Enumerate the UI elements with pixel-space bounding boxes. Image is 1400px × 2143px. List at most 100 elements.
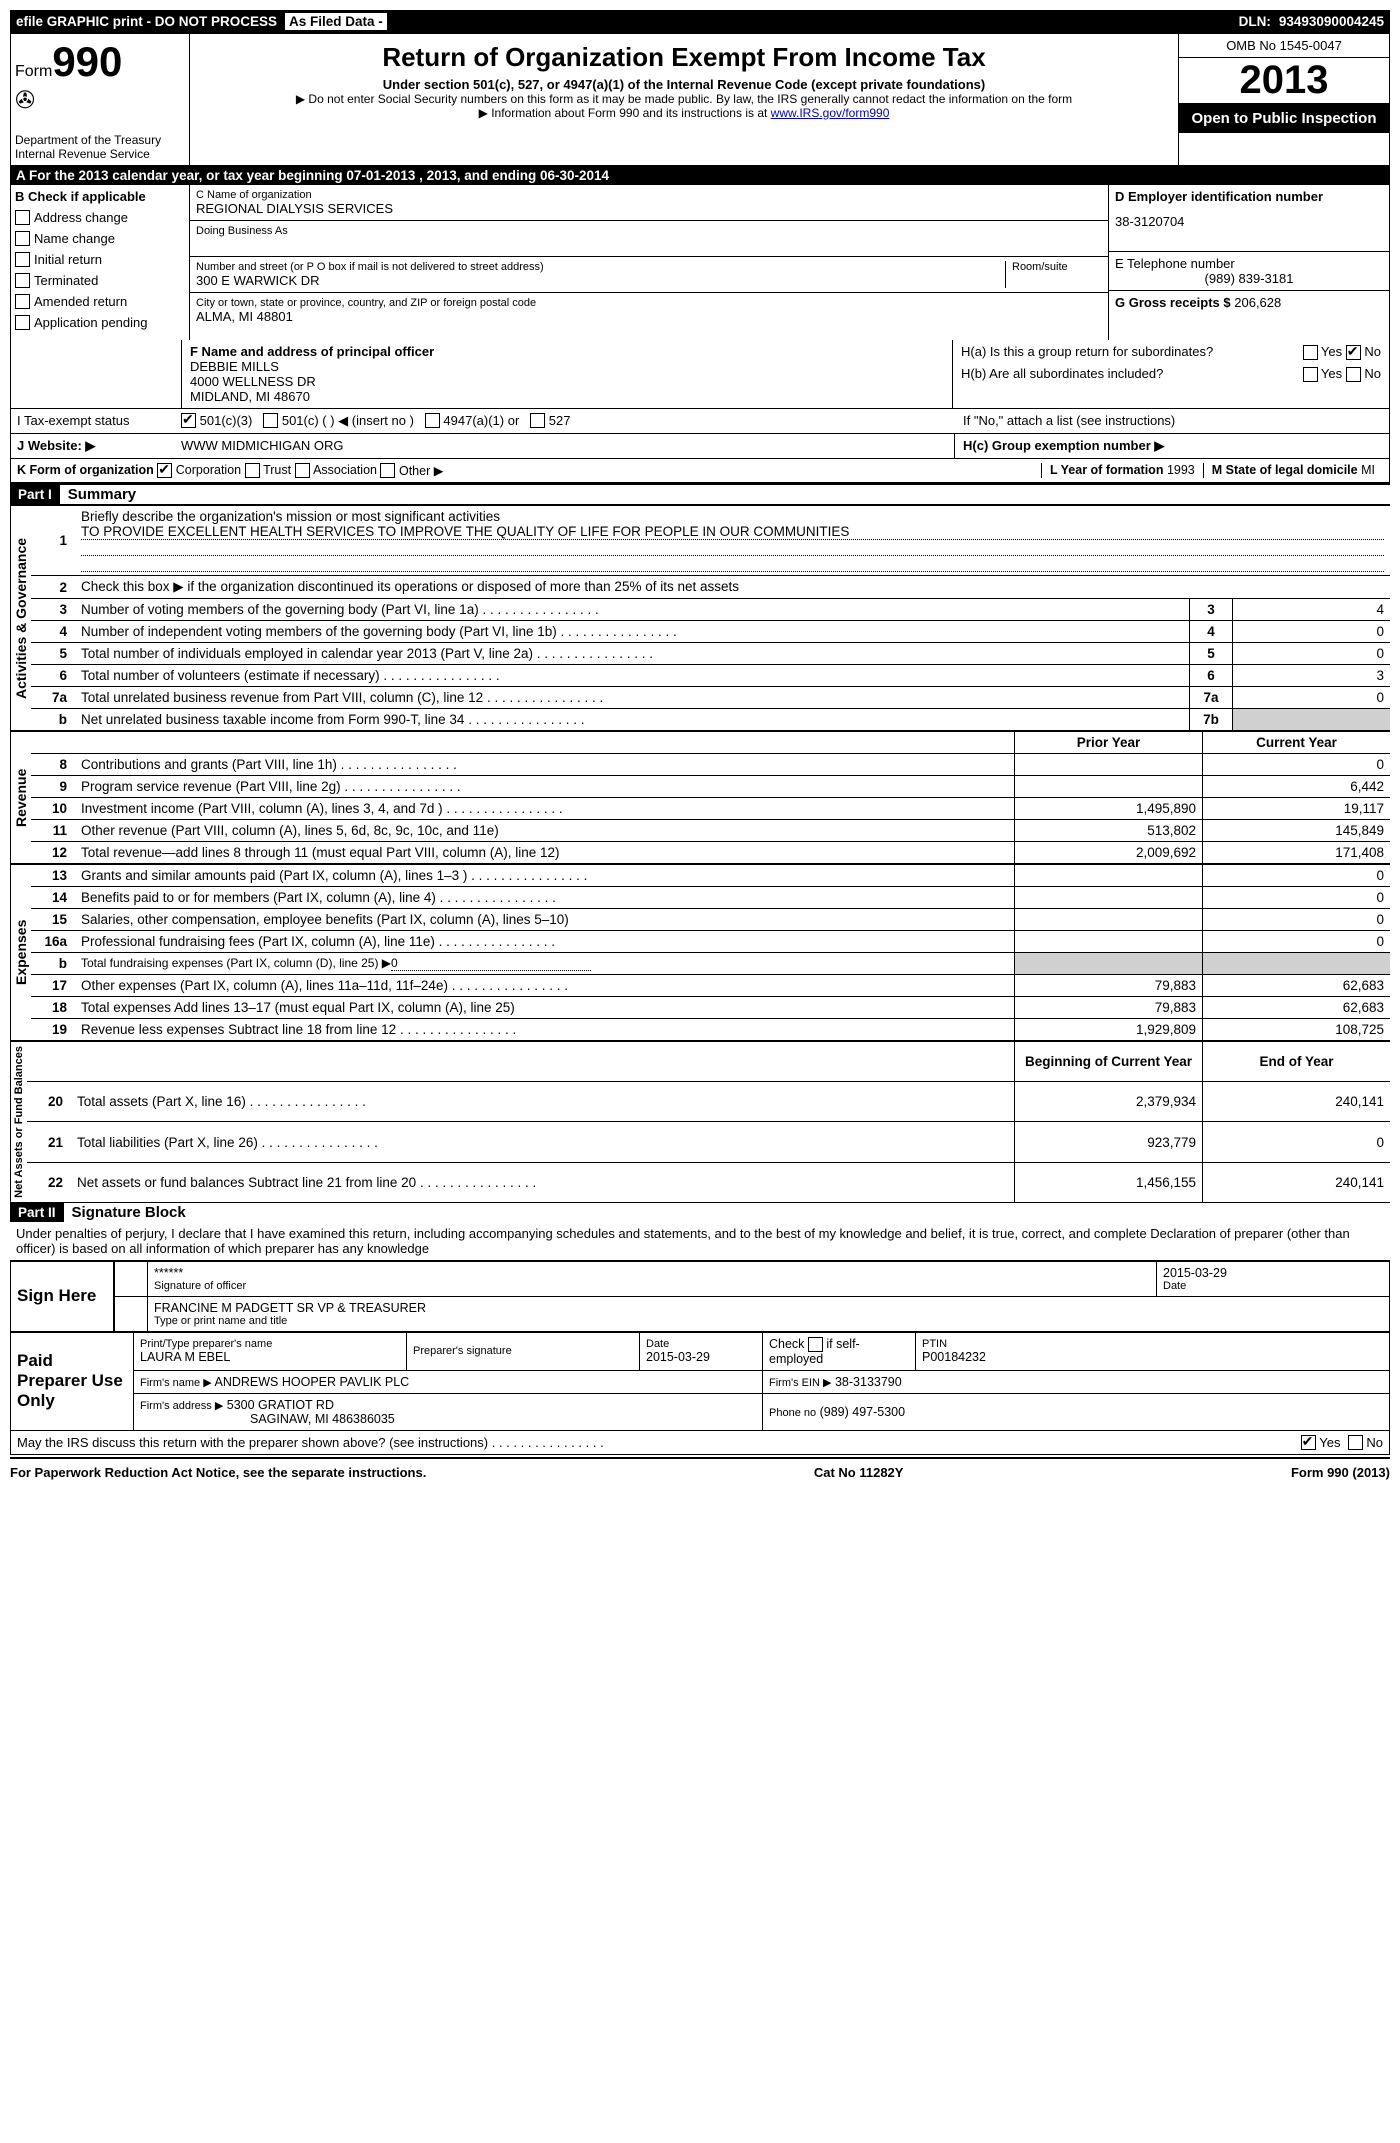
- prep-date: 2015-03-29: [646, 1350, 756, 1364]
- k-corp[interactable]: [157, 463, 172, 478]
- tax-status-label: I Tax-exempt status: [17, 413, 181, 429]
- l17: Other expenses (Part IX, column (A), lin…: [75, 975, 1015, 997]
- v3: 4: [1233, 599, 1391, 621]
- begin-year-header: Beginning of Current Year: [1015, 1042, 1203, 1081]
- ptin: P00184232: [922, 1350, 1383, 1364]
- l13: Grants and similar amounts paid (Part IX…: [75, 865, 1015, 887]
- check-address-change[interactable]: [15, 210, 30, 225]
- firm-name: ANDREWS HOOPER PAVLIK PLC: [214, 1375, 409, 1389]
- preparer-name: LAURA M EBEL: [140, 1350, 400, 1364]
- h-b2-text: If "No," attach a list (see instructions…: [963, 413, 1383, 429]
- section-d-e-g: D Employer identification number 38-3120…: [1108, 185, 1389, 340]
- addr-label: Number and street (or P O box if mail is…: [196, 261, 1005, 273]
- officer-addr1: 4000 WELLNESS DR: [190, 374, 944, 389]
- v7a: 0: [1233, 687, 1391, 709]
- section-b: B Check if applicable Address change Nam…: [11, 185, 190, 340]
- public-inspection: Open to Public Inspection: [1179, 104, 1389, 133]
- l11: Other revenue (Part VIII, column (A), li…: [75, 820, 1015, 842]
- firm-phone: (989) 497-5300: [820, 1405, 905, 1419]
- city-val: ALMA, MI 48801: [196, 309, 1102, 324]
- omb-no: OMB No 1545-0047: [1179, 34, 1389, 58]
- check-application-pending[interactable]: [15, 315, 30, 330]
- dln-value: 93493090004245: [1279, 14, 1384, 29]
- note1: ▶ Do not enter Social Security numbers o…: [200, 92, 1168, 106]
- check-terminated[interactable]: [15, 273, 30, 288]
- l18: Total expenses Add lines 13–17 (must equ…: [75, 997, 1015, 1019]
- l12: Total revenue—add lines 8 through 11 (mu…: [75, 842, 1015, 864]
- sig-date: 2015-03-29: [1163, 1266, 1383, 1280]
- k-trust[interactable]: [245, 463, 260, 478]
- dept-line: Department of the Treasury: [15, 133, 185, 147]
- note2: ▶ Information about Form 990 and its ins…: [479, 106, 771, 120]
- row-a: A For the 2013 calendar year, or tax yea…: [10, 166, 1390, 185]
- street-addr: 300 E WARWICK DR: [196, 273, 1005, 288]
- phone-label: E Telephone number: [1115, 256, 1383, 271]
- k-other[interactable]: [380, 463, 395, 478]
- prior-year-header: Prior Year: [1015, 732, 1203, 754]
- dba-label: Doing Business As: [196, 225, 1102, 237]
- paid-preparer-label: Paid Preparer Use Only: [11, 1332, 134, 1430]
- h-a-no[interactable]: [1346, 345, 1361, 360]
- form-title: Return of Organization Exempt From Incom…: [200, 42, 1168, 73]
- l1-label: Briefly describe the organization's miss…: [81, 509, 1384, 524]
- h-c-label: H(c) Group exemption number ▶: [963, 438, 1164, 453]
- l14: Benefits paid to or for members (Part IX…: [75, 887, 1015, 909]
- irs-link[interactable]: www.IRS.gov/form990: [771, 106, 890, 120]
- v6: 3: [1233, 665, 1391, 687]
- check-amended-return[interactable]: [15, 294, 30, 309]
- form-number: 990: [52, 38, 122, 85]
- k-assoc[interactable]: [295, 463, 310, 478]
- form-header: Form990 ✇ Department of the Treasury Int…: [10, 33, 1390, 166]
- check-501c3[interactable]: [181, 413, 196, 428]
- discuss-yes[interactable]: [1301, 1435, 1316, 1450]
- l-val: 1993: [1167, 463, 1195, 477]
- l15: Salaries, other compensation, employee b…: [75, 909, 1015, 931]
- h-a-yes[interactable]: [1303, 345, 1318, 360]
- l9: Program service revenue (Part VIII, line…: [75, 776, 1015, 798]
- check-name-change[interactable]: [15, 231, 30, 246]
- officer-label: F Name and address of principal officer: [190, 344, 944, 359]
- side-revenue: Revenue: [10, 732, 31, 863]
- k-label: K Form of organization: [17, 463, 154, 478]
- l20: Total assets (Part X, line 16): [71, 1081, 1015, 1121]
- part-2-header: Part II Signature Block: [10, 1203, 1390, 1222]
- l8: Contributions and grants (Part VIII, lin…: [75, 754, 1015, 776]
- officer-print-name: FRANCINE M PADGETT SR VP & TREASURER: [154, 1301, 1383, 1315]
- org-name-label: C Name of organization: [196, 189, 1102, 201]
- v4: 0: [1233, 621, 1391, 643]
- gross-value: 206,628: [1234, 295, 1281, 310]
- m-label: M State of legal domicile: [1212, 463, 1358, 477]
- officer-print-label: Type or print name and title: [154, 1315, 1383, 1327]
- m-val: MI: [1361, 463, 1375, 477]
- city-label: City or town, state or province, country…: [196, 297, 1102, 309]
- dln-label: DLN:: [1239, 14, 1271, 29]
- footer: For Paperwork Reduction Act Notice, see …: [10, 1459, 1390, 1480]
- h-b-no[interactable]: [1346, 367, 1361, 382]
- l16a: Professional fundraising fees (Part IX, …: [75, 931, 1015, 953]
- check-527[interactable]: [530, 413, 545, 428]
- h-b-yes[interactable]: [1303, 367, 1318, 382]
- sig-stars: ******: [154, 1266, 1150, 1280]
- sign-here-label: Sign Here: [11, 1261, 115, 1331]
- form-word: Form: [15, 63, 52, 80]
- check-initial-return[interactable]: [15, 252, 30, 267]
- self-employed-check[interactable]: [808, 1337, 823, 1352]
- l-label: L Year of formation: [1050, 463, 1163, 477]
- l22: Net assets or fund balances Subtract lin…: [71, 1162, 1015, 1202]
- perjury-text: Under penalties of perjury, I declare th…: [10, 1222, 1390, 1261]
- side-activities: Activities & Governance: [10, 506, 31, 730]
- l7b: Net unrelated business taxable income fr…: [75, 709, 1190, 731]
- current-year-header: Current Year: [1203, 732, 1391, 754]
- website-label: J Website: ▶: [17, 438, 181, 454]
- sig-date-label: Date: [1163, 1280, 1383, 1292]
- discuss-no[interactable]: [1348, 1435, 1363, 1450]
- efile-text: efile GRAPHIC print - DO NOT PROCESS: [16, 14, 277, 29]
- l5: Total number of individuals employed in …: [75, 643, 1190, 665]
- ein-value: 38-3120704: [1115, 214, 1383, 229]
- v5: 0: [1233, 643, 1391, 665]
- l21: Total liabilities (Part X, line 26): [71, 1122, 1015, 1162]
- check-4947[interactable]: [425, 413, 440, 428]
- l7a: Total unrelated business revenue from Pa…: [75, 687, 1190, 709]
- irs-line: Internal Revenue Service: [15, 147, 185, 161]
- check-501c[interactable]: [263, 413, 278, 428]
